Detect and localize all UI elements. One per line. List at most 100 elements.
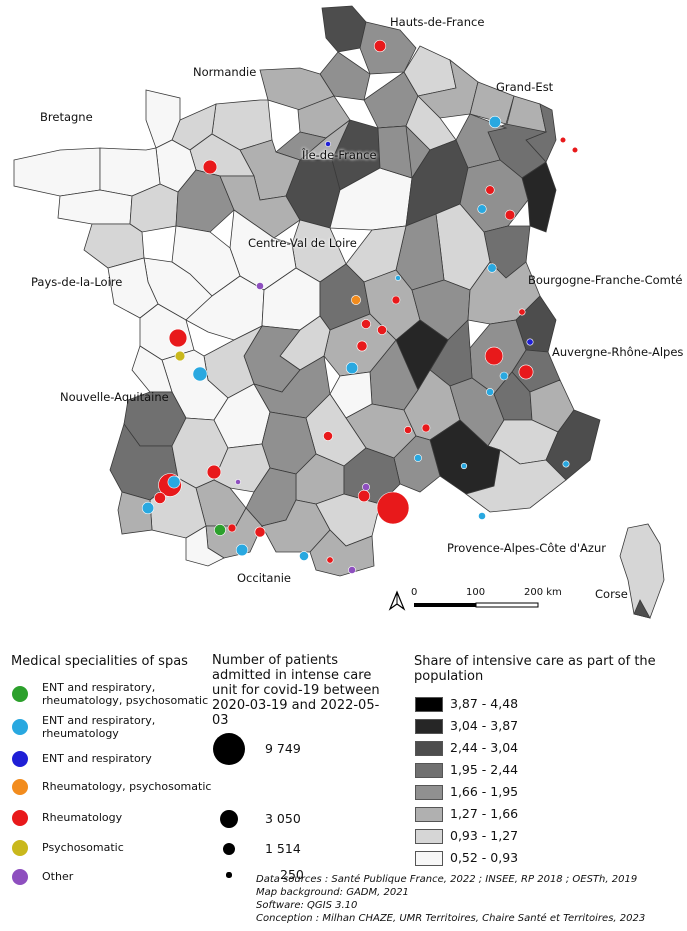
sources-block: Data sources : Santé Publique France, 20…	[256, 873, 645, 925]
spa-circle	[559, 136, 567, 144]
department-polygon	[633, 599, 651, 619]
spa-circle	[345, 361, 359, 375]
spa-circle	[562, 460, 570, 468]
north-arrow	[388, 590, 406, 611]
speciality-swatch	[12, 686, 28, 702]
scale-label-0: 0	[411, 587, 418, 598]
spa-circle	[154, 492, 166, 504]
share-class-swatch	[415, 741, 443, 756]
spa-circle	[356, 340, 368, 352]
share-class-swatch	[415, 719, 443, 734]
region-label-ile-de-france: Île-de-France	[302, 148, 377, 162]
share-class-swatch	[415, 829, 443, 844]
department-polygon	[13, 147, 101, 197]
spa-circle	[174, 350, 186, 362]
department-polygon	[377, 125, 413, 179]
share-class-swatch	[415, 785, 443, 800]
region-label-normandie: Normandie	[193, 65, 257, 79]
spa-circle	[361, 319, 371, 329]
spa-circle	[299, 551, 309, 561]
spa-circle	[478, 512, 486, 520]
speciality-label: ENT and respiratory	[42, 752, 152, 765]
spa-circle	[351, 295, 361, 305]
sources-line-software: Software: QGIS 3.10	[256, 900, 358, 911]
speciality-label: Psychosomatic	[42, 841, 124, 854]
size-legend-label: 9 749	[265, 741, 301, 756]
department-polygon	[117, 491, 153, 535]
spa-circle	[254, 526, 266, 538]
department-polygon	[57, 189, 133, 225]
share-class-label: 3,87 - 4,48	[450, 696, 519, 711]
spa-circle	[373, 39, 387, 53]
share-class-label: 0,93 - 1,27	[450, 828, 519, 843]
spa-circle	[484, 346, 504, 366]
spa-circle	[168, 328, 188, 348]
share-class-swatch	[415, 697, 443, 712]
region-label-grand-est: Grand-Est	[496, 80, 554, 94]
speciality-swatch	[12, 869, 28, 885]
spa-circle	[391, 295, 401, 305]
speciality-label: ENT and respiratory, rheumatology	[42, 714, 156, 740]
spa-circle	[487, 263, 497, 273]
department-polygons	[13, 5, 665, 619]
region-label-nouvelle-aquitaine: Nouvelle-Aquitaine	[60, 390, 169, 404]
region-label-hauts-de-france: Hauts-de-France	[390, 15, 485, 29]
spa-circle	[421, 423, 431, 433]
spa-circle	[377, 325, 387, 335]
share-class-swatch	[415, 851, 443, 866]
spa-circle	[202, 159, 218, 175]
share-class-label: 1,95 - 2,44	[450, 762, 519, 777]
size-legend-dot	[220, 810, 238, 828]
spa-circle	[499, 371, 509, 381]
department-polygon	[321, 5, 367, 53]
sources-line-data: Data sources : Santé Publique France, 20…	[256, 874, 638, 885]
spa-circle	[256, 282, 264, 290]
spa-circle	[323, 431, 333, 441]
spa-circle	[227, 523, 237, 533]
department-polygon	[319, 51, 371, 101]
speciality-swatch	[12, 840, 28, 856]
department-polygon	[465, 449, 567, 513]
spa-circle	[518, 364, 534, 380]
spa-circle	[326, 556, 334, 564]
speciality-label: Other	[42, 870, 74, 883]
speciality-swatch	[12, 810, 28, 826]
share-class-swatch	[415, 807, 443, 822]
region-label-occitanie: Occitanie	[237, 571, 292, 585]
scale-label-200: 200 km	[524, 587, 562, 598]
spa-circle	[235, 543, 249, 557]
department-polygon	[309, 529, 375, 577]
size-legend-label: 3 050	[265, 811, 301, 826]
spa-circle	[362, 483, 370, 491]
spa-circle	[214, 524, 226, 536]
region-label-bretagne: Bretagne	[40, 110, 93, 124]
region-label-corse: Corse	[595, 587, 628, 601]
spa-circle	[477, 204, 487, 214]
speciality-label: Rheumatology, psychosomatic	[42, 780, 212, 793]
size-legend-dot	[222, 842, 236, 856]
share-class-label: 3,04 - 3,87	[450, 718, 519, 733]
share-class-label: 2,44 - 3,04	[450, 740, 519, 755]
share-class-swatch	[415, 763, 443, 778]
spa-circle	[192, 366, 208, 382]
spa-circle	[141, 501, 155, 515]
sources-line-map-background: Map background: GADM, 2021	[256, 887, 409, 898]
spa-circle	[206, 464, 222, 480]
speciality-label: ENT and respiratory, rheumatology, psych…	[42, 681, 209, 707]
spa-circle	[414, 454, 422, 462]
spa-circle	[395, 275, 401, 281]
share-class-label: 0,52 - 0,93	[450, 850, 519, 865]
share-class-label: 1,66 - 1,95	[450, 784, 519, 799]
spa-circle	[526, 338, 534, 346]
specialities-legend-title: Medical specialities of spas	[11, 654, 188, 669]
share-legend-title: Share of intensive care as part of the p…	[414, 654, 656, 684]
spa-circle	[235, 479, 241, 485]
spa-circle	[357, 489, 371, 503]
share-class-label: 1,27 - 1,66	[450, 806, 519, 821]
size-legend-dot	[213, 733, 245, 765]
size-legend-label: 250	[280, 867, 304, 882]
speciality-swatch	[12, 751, 28, 767]
spa-circle	[485, 185, 495, 195]
size-legend-title: Number of patients admitted in intense c…	[212, 653, 380, 728]
